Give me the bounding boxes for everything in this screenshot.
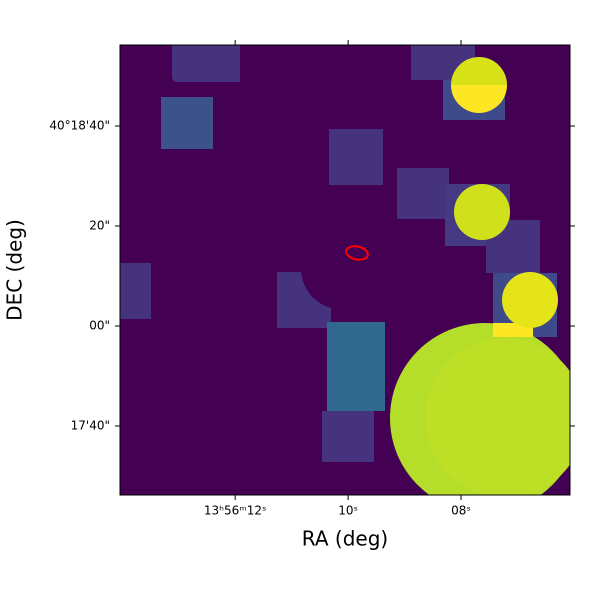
y-tick-label: 17'40" [71,419,110,433]
x-tick-label: 10ˢ [338,504,358,518]
x-axis-label: RA (deg) [302,527,388,551]
plot-frame [119,44,571,496]
image [120,45,570,495]
y-tick-label: 20" [89,219,110,233]
x-tick-label: 13ʰ56ᵐ12ˢ [204,504,267,518]
y-tick-label: 00" [89,319,110,333]
y-tick-label: 40°18'40" [49,119,110,133]
x-tick-label: 08ˢ [451,504,471,518]
y-axis-label: DEC (deg) [3,219,27,321]
